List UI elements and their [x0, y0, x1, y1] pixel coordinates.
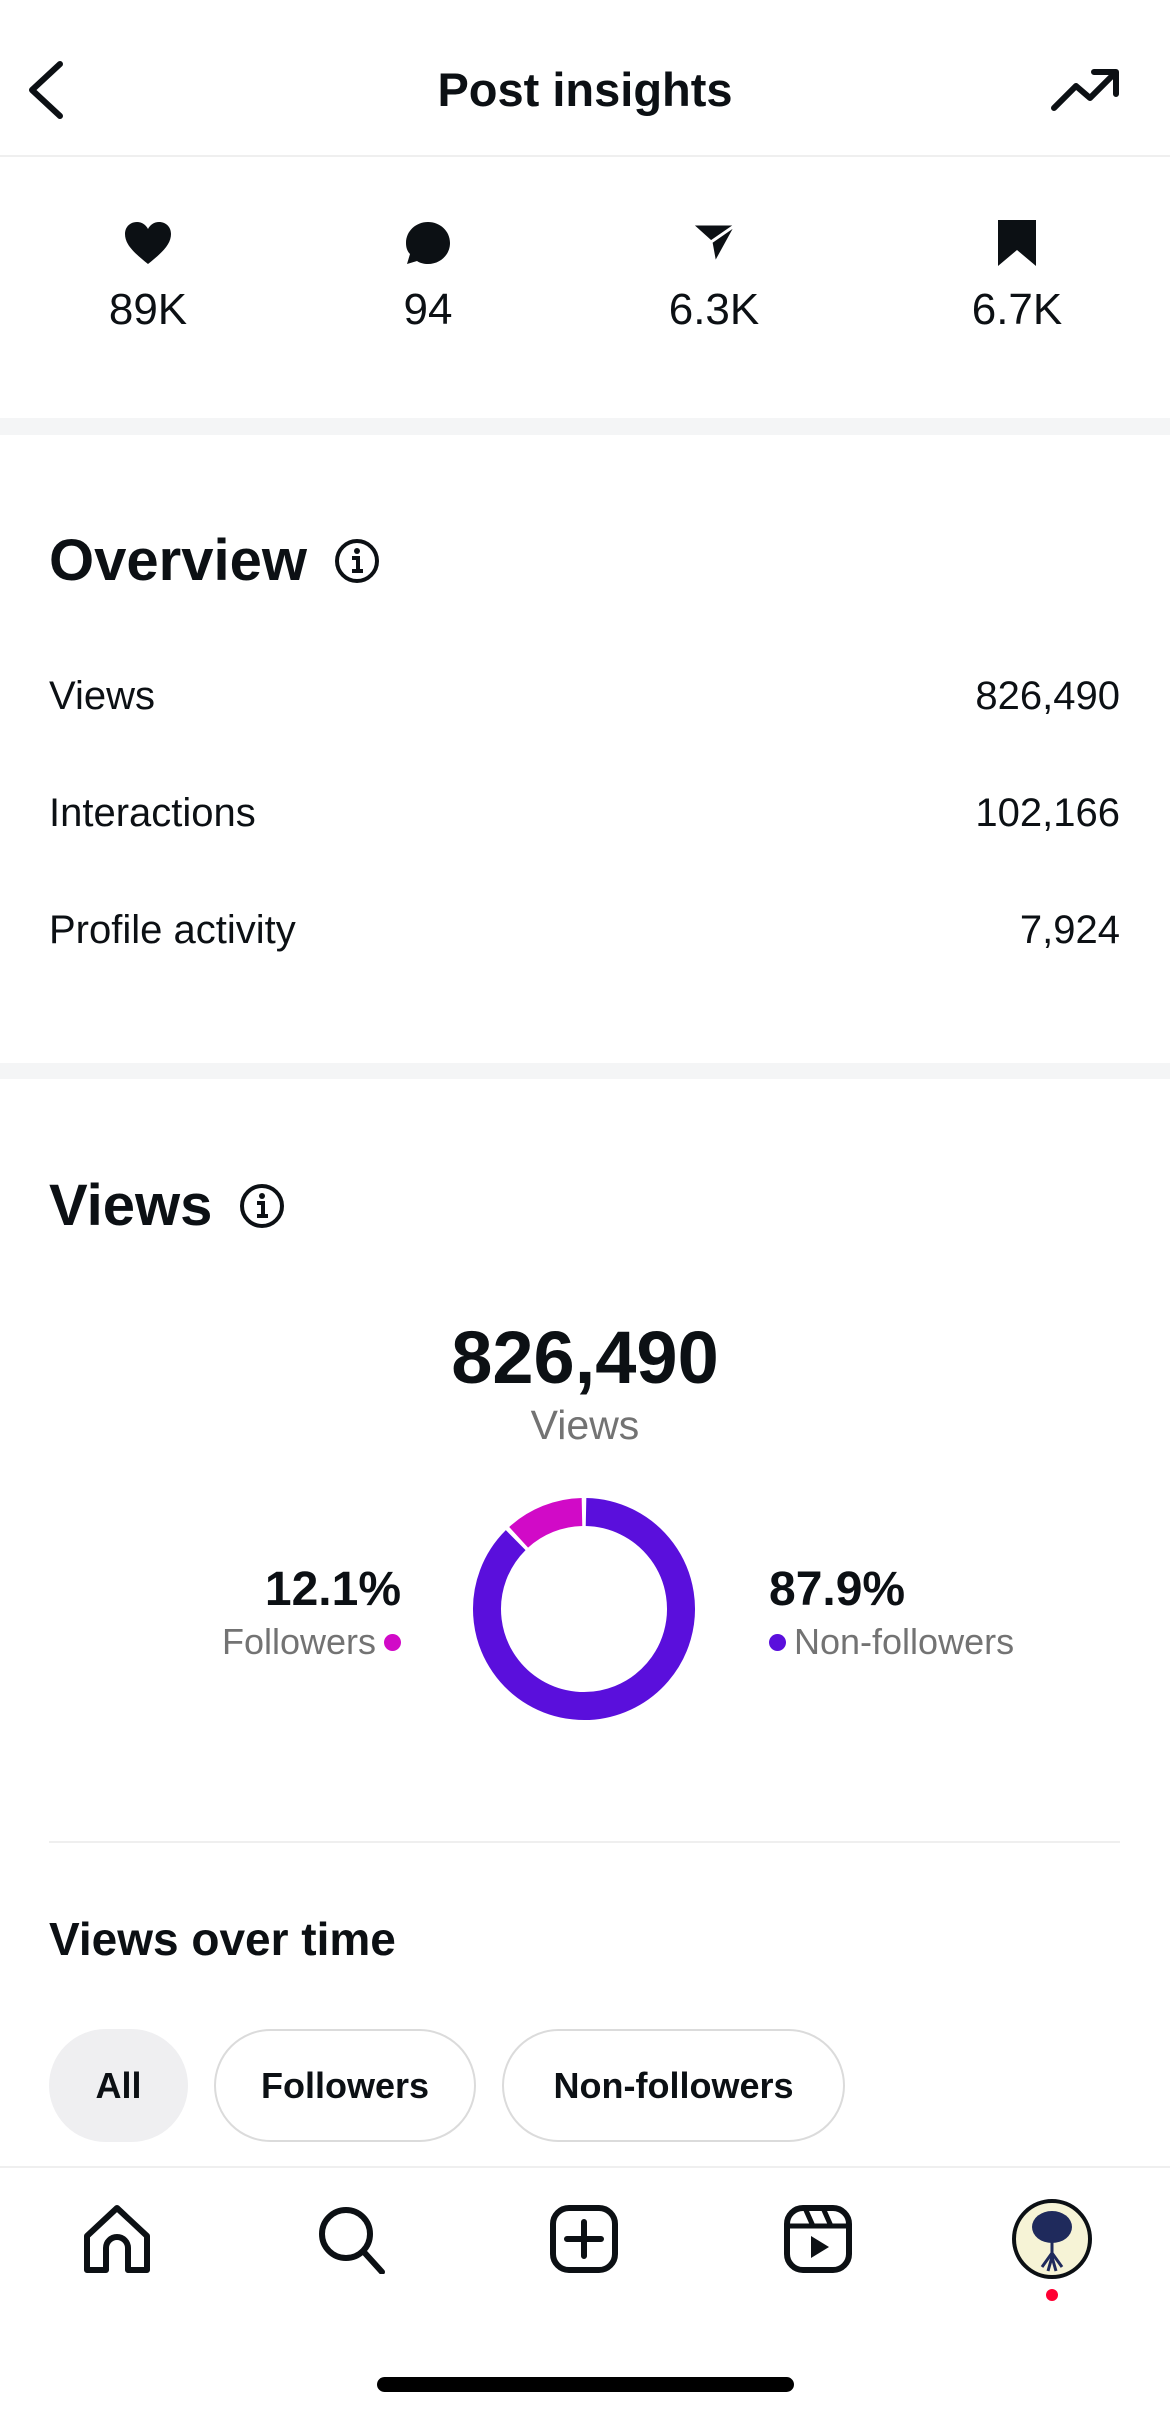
comments-count: 94	[403, 285, 453, 334]
row-label: Profile activity	[49, 908, 296, 952]
views-total: 826,490	[451, 1316, 719, 1399]
overview-row-views: Views 826,490	[49, 674, 1120, 719]
likes-count: 89K	[108, 285, 188, 334]
row-value: 7,924	[1019, 908, 1120, 952]
filter-non-followers[interactable]: Non-followers	[502, 2029, 845, 2142]
nonfollowers-label: Non-followers	[794, 1621, 1015, 1662]
divider	[49, 1841, 1120, 1843]
row-value: 826,490	[975, 674, 1120, 718]
nonfollowers-dot	[769, 1633, 786, 1651]
views-heading: Views	[49, 1172, 286, 1239]
comments-stat: 94	[328, 220, 528, 335]
views-total-label: Views	[530, 1402, 640, 1448]
nonfollowers-legend: 87.9% Non-followers	[769, 1562, 1014, 1663]
comment-icon	[406, 222, 450, 264]
views-over-time-title: Views over time	[49, 1913, 396, 1965]
reels-icon[interactable]	[783, 2204, 853, 2274]
section-divider	[0, 418, 1170, 435]
section-divider	[0, 1063, 1170, 1079]
home-indicator	[377, 2377, 794, 2392]
brain-tree-icon	[1032, 2211, 1072, 2272]
followers-pct: 12.1%	[264, 1563, 401, 1616]
followers-slice	[509, 1498, 583, 1548]
followers-legend: 12.1% Followers	[222, 1562, 401, 1663]
notification-dot	[1046, 2289, 1058, 2301]
header: Post insights	[0, 0, 1170, 157]
followers-label: Followers	[221, 1621, 376, 1662]
nonfollowers-pct: 87.9%	[769, 1563, 906, 1616]
overview-title: Overview	[49, 528, 307, 593]
profile-avatar[interactable]	[1012, 2199, 1092, 2279]
likes-stat: 89K	[48, 220, 248, 335]
saves-stat: 6.7K	[917, 220, 1117, 335]
followers-dot	[384, 1633, 401, 1651]
saves-count: 6.7K	[971, 285, 1063, 334]
nonfollowers-slice	[473, 1498, 695, 1720]
views-donut-chart	[473, 1498, 695, 1720]
back-icon[interactable]	[24, 60, 68, 120]
row-label: Views	[49, 674, 155, 718]
search-icon[interactable]	[316, 2204, 386, 2274]
trending-icon[interactable]	[1050, 66, 1122, 114]
shares-stat: 6.3K	[614, 220, 814, 335]
overview-row-profile-activity[interactable]: Profile activity 7,924	[49, 908, 1120, 953]
info-icon[interactable]	[238, 1182, 286, 1230]
filter-all[interactable]: All	[49, 2029, 188, 2142]
row-label: Interactions	[49, 791, 256, 835]
row-value: 102,166	[975, 791, 1120, 835]
bookmark-icon	[998, 220, 1036, 266]
filter-followers[interactable]: Followers	[214, 2029, 476, 2142]
overview-row-interactions[interactable]: Interactions 102,166	[49, 791, 1120, 836]
info-icon[interactable]	[333, 537, 381, 585]
shares-count: 6.3K	[668, 285, 760, 334]
create-icon[interactable]	[549, 2204, 619, 2274]
views-title: Views	[49, 1173, 213, 1238]
share-icon	[689, 222, 739, 266]
page-title: Post insights	[437, 63, 733, 116]
home-icon[interactable]	[82, 2204, 152, 2274]
heart-icon	[125, 222, 171, 264]
overview-heading: Overview	[49, 527, 381, 594]
